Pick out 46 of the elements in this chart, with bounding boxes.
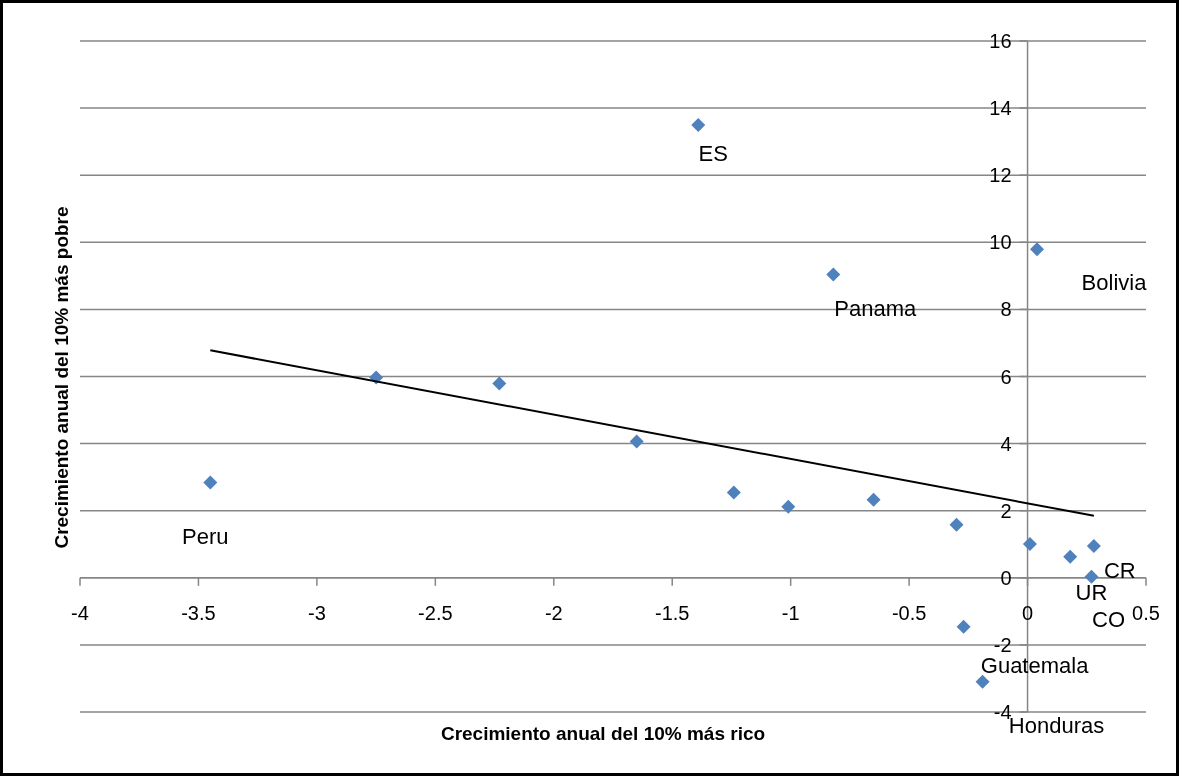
annotation: CR	[1103, 557, 1136, 583]
y-tick-label: 2	[1000, 499, 1012, 522]
point	[949, 517, 964, 532]
y-tick-label: 0	[1000, 566, 1012, 589]
point	[975, 674, 990, 689]
point	[1086, 538, 1101, 553]
y-tick-label: 6	[1000, 365, 1012, 388]
point	[203, 475, 218, 490]
point	[781, 499, 796, 514]
annotation: Panama	[834, 296, 918, 322]
y-tick-label: 16	[989, 30, 1012, 52]
x-tick-label: -0.5	[891, 601, 927, 624]
x-tick-label: -2	[544, 601, 563, 624]
point	[866, 492, 881, 507]
annotation: UR	[1075, 580, 1108, 606]
point	[826, 267, 841, 282]
x-tick-label: 0	[1021, 601, 1034, 624]
y-tick-label: 4	[1000, 432, 1012, 455]
y-tick-label: 14	[989, 97, 1012, 120]
x-tick-label: -1	[781, 601, 800, 624]
point	[956, 619, 971, 634]
point	[691, 117, 706, 132]
point	[629, 434, 644, 449]
annotation: Peru	[182, 524, 229, 550]
point	[1063, 549, 1078, 564]
x-tick-label: -2.5	[418, 601, 453, 624]
annotation: ES	[698, 140, 728, 166]
y-tick-label: 8	[1000, 298, 1012, 321]
x-tick-label: -1.5	[654, 601, 690, 624]
x-tick-label: -3	[307, 601, 326, 624]
point	[1022, 536, 1037, 551]
annotation: Bolivia	[1081, 270, 1148, 296]
annotation: CO	[1092, 607, 1126, 633]
y-tick-label: 12	[989, 164, 1012, 187]
point	[1030, 242, 1045, 257]
point	[1084, 569, 1099, 584]
y-axis-title: Crecimiento anual del 10% más pobre	[51, 206, 72, 549]
point	[492, 376, 507, 391]
point	[726, 485, 741, 500]
annotation: Guatemala	[980, 653, 1090, 679]
x-tick-label: -3.5	[181, 601, 216, 624]
x-tick-label: -4	[71, 601, 89, 624]
y-tick-label: 10	[989, 231, 1012, 254]
x-axis-title: Crecimiento anual del 10% más rico	[440, 723, 766, 744]
y-tick-label: -2	[993, 633, 1012, 656]
x-tick-label: 0.5	[1132, 601, 1160, 624]
